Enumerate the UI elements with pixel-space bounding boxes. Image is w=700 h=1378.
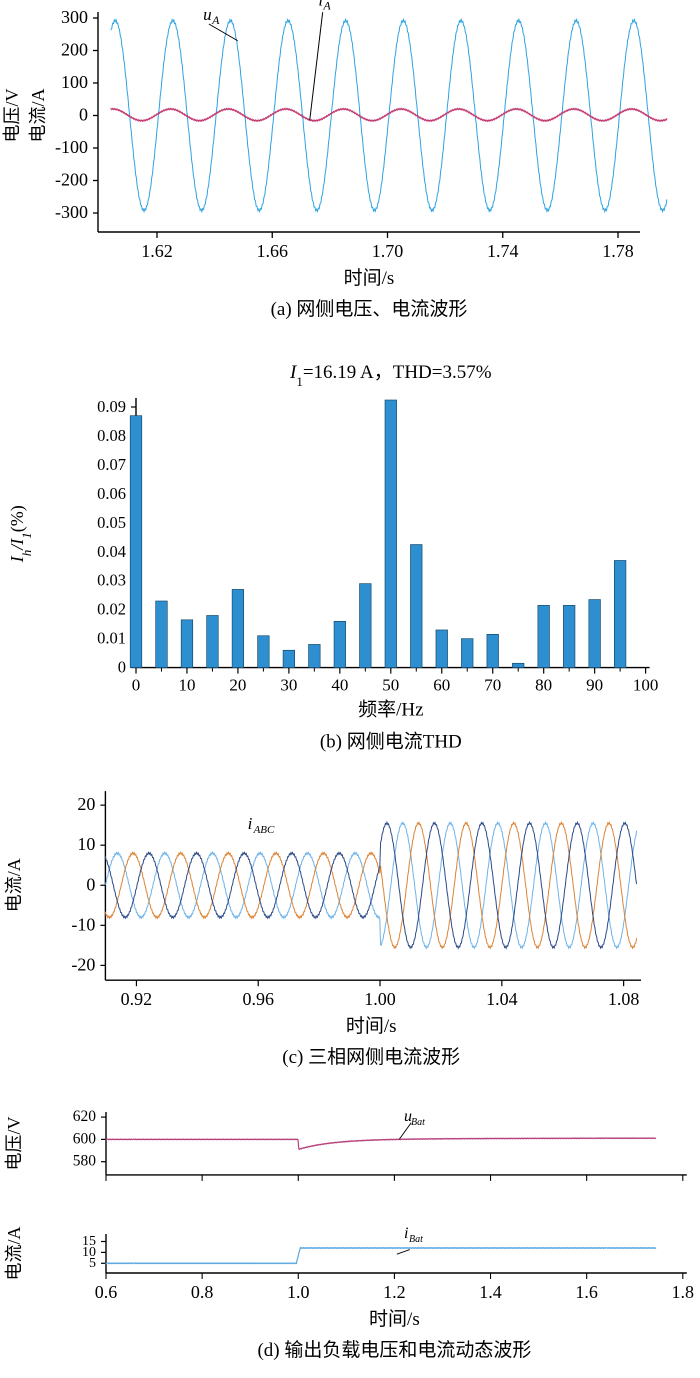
svg-text:0.05: 0.05 (97, 513, 126, 532)
svg-text:0.06: 0.06 (97, 484, 126, 503)
svg-text:300: 300 (61, 7, 88, 27)
svg-text:1.00: 1.00 (364, 989, 396, 1009)
svg-text:0.6: 0.6 (95, 1282, 118, 1302)
svg-text:电压/V: 电压/V (2, 88, 22, 142)
svg-text:40: 40 (331, 676, 348, 695)
svg-text:ABC: ABC (253, 824, 275, 836)
svg-text:0: 0 (132, 676, 141, 695)
svg-text:100: 100 (633, 676, 659, 695)
svg-text:-300: -300 (55, 202, 88, 222)
svg-text:1.62: 1.62 (141, 241, 173, 261)
svg-text:A: A (211, 13, 220, 27)
svg-text:0.07: 0.07 (97, 455, 126, 474)
svg-text:频率/Hz: 频率/Hz (358, 699, 423, 721)
svg-text:(d) 输出负载电压和电流动态波形: (d) 输出负载电压和电流动态波形 (257, 1339, 531, 1361)
svg-text:0.96: 0.96 (242, 989, 274, 1009)
svg-text:u: u (203, 5, 212, 24)
svg-text:20: 20 (77, 794, 95, 814)
svg-text:-200: -200 (55, 170, 88, 190)
svg-text:10: 10 (77, 834, 95, 854)
svg-text:80: 80 (535, 676, 552, 695)
svg-text:0.03: 0.03 (97, 571, 126, 590)
svg-text:0.8: 0.8 (191, 1282, 214, 1302)
svg-text:Bat: Bat (411, 1117, 425, 1128)
svg-text:时间/s: 时间/s (346, 1015, 397, 1037)
svg-text:5: 5 (89, 1256, 96, 1271)
svg-text:20: 20 (229, 676, 246, 695)
svg-text:1.78: 1.78 (602, 241, 634, 261)
svg-text:90: 90 (586, 676, 603, 695)
svg-text:时间/s: 时间/s (344, 267, 395, 289)
svg-text:电流/A: 电流/A (4, 1226, 24, 1280)
svg-text:1.04: 1.04 (486, 989, 518, 1009)
svg-text:10: 10 (178, 676, 195, 695)
svg-text:0.09: 0.09 (97, 397, 126, 416)
svg-text:0: 0 (118, 658, 126, 677)
svg-text:200: 200 (61, 40, 88, 60)
svg-text:1.2: 1.2 (383, 1282, 406, 1302)
svg-text:电流/A: 电流/A (4, 858, 24, 912)
svg-text:1.74: 1.74 (487, 241, 519, 261)
svg-text:580: 580 (73, 1153, 97, 1170)
svg-text:1.8: 1.8 (672, 1282, 695, 1302)
svg-text:0.92: 0.92 (121, 989, 153, 1009)
svg-text:1.0: 1.0 (287, 1282, 310, 1302)
svg-text:0.02: 0.02 (97, 600, 126, 619)
svg-text:Bat: Bat (409, 1234, 423, 1245)
svg-text:50: 50 (382, 676, 399, 695)
svg-text:620: 620 (73, 1108, 97, 1125)
svg-text:(c) 三相网侧电流波形: (c) 三相网侧电流波形 (282, 1046, 460, 1068)
svg-text:电压/V: 电压/V (4, 1116, 24, 1170)
svg-text:1.66: 1.66 (257, 241, 289, 261)
svg-text:-10: -10 (71, 914, 95, 934)
svg-text:1.70: 1.70 (372, 241, 404, 261)
svg-text:时间/s: 时间/s (369, 1308, 420, 1330)
svg-text:A: A (322, 0, 331, 12)
svg-text:30: 30 (280, 676, 297, 695)
svg-text:0: 0 (86, 874, 95, 894)
svg-text:1.08: 1.08 (608, 989, 640, 1009)
svg-text:70: 70 (484, 676, 501, 695)
svg-text:60: 60 (433, 676, 450, 695)
svg-text:600: 600 (73, 1130, 97, 1147)
svg-text:0.08: 0.08 (97, 426, 126, 445)
svg-text:0.04: 0.04 (97, 542, 126, 561)
svg-text:电流/A: 电流/A (28, 88, 48, 142)
svg-text:i: i (248, 814, 253, 833)
svg-text:-20: -20 (71, 954, 95, 974)
svg-text:0: 0 (79, 105, 88, 125)
svg-text:(a) 网侧电压、电流波形: (a) 网侧电压、电流波形 (271, 298, 468, 320)
svg-text:(b) 网侧电流THD: (b) 网侧电流THD (320, 731, 462, 753)
svg-text:1.4: 1.4 (479, 1282, 502, 1302)
svg-text:i: i (404, 1225, 408, 1242)
svg-text:0.01: 0.01 (97, 629, 126, 648)
svg-text:-100: -100 (55, 137, 88, 157)
svg-text:1.6: 1.6 (575, 1282, 598, 1302)
svg-text:100: 100 (61, 72, 88, 92)
